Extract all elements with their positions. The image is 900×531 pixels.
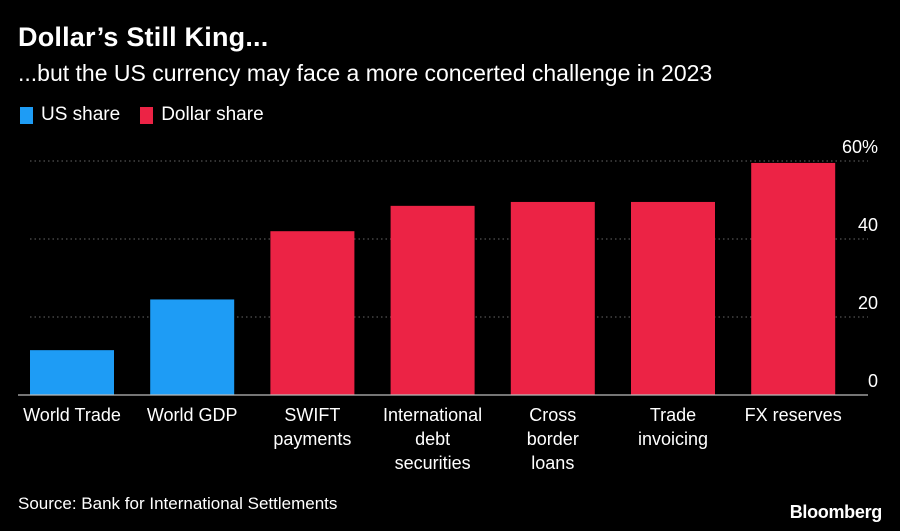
bar (390, 205, 475, 395)
y-tick-label: 0 (868, 371, 878, 391)
x-tick-label: Cross (529, 405, 576, 425)
bar (631, 201, 715, 395)
x-tick-label: Trade (650, 405, 696, 425)
legend-label-us-share: US share (41, 104, 121, 125)
y-tick-label: 60% (842, 137, 878, 157)
y-tick-label: 40 (858, 215, 878, 235)
x-tick-label: invoicing (638, 429, 708, 449)
x-tick-label: border (527, 429, 579, 449)
bar (510, 201, 595, 395)
chart-subtitle: ...but the US currency may face a more c… (18, 60, 713, 86)
x-tick-label: SWIFT (284, 405, 340, 425)
x-tick-label: debt (415, 429, 450, 449)
x-tick-label: payments (273, 429, 351, 449)
legend-item-dollar-share: Dollar share (140, 104, 264, 126)
source-note: Source: Bank for International Settlemen… (18, 494, 338, 513)
x-tick-label: World GDP (147, 405, 238, 425)
bar (30, 350, 114, 395)
legend-swatch-dollar-share (140, 106, 154, 124)
y-tick-label: 20 (858, 293, 878, 313)
legend-swatch-us-share (20, 106, 33, 124)
bar (751, 162, 836, 395)
bloomberg-logo: Bloomberg (789, 502, 883, 522)
legend: US share Dollar share (20, 104, 284, 126)
bar (270, 231, 355, 395)
x-tick-label: World Trade (23, 405, 121, 425)
x-tick-label: International (383, 405, 482, 425)
x-tick-label: securities (395, 453, 471, 473)
chart-title: Dollar’s Still King... (18, 22, 269, 52)
x-tick-label: FX reserves (745, 405, 842, 425)
legend-item-us-share: US share (20, 104, 120, 126)
x-tick-label: loans (531, 453, 574, 473)
bar (150, 299, 235, 395)
legend-label-dollar-share: Dollar share (161, 104, 264, 125)
